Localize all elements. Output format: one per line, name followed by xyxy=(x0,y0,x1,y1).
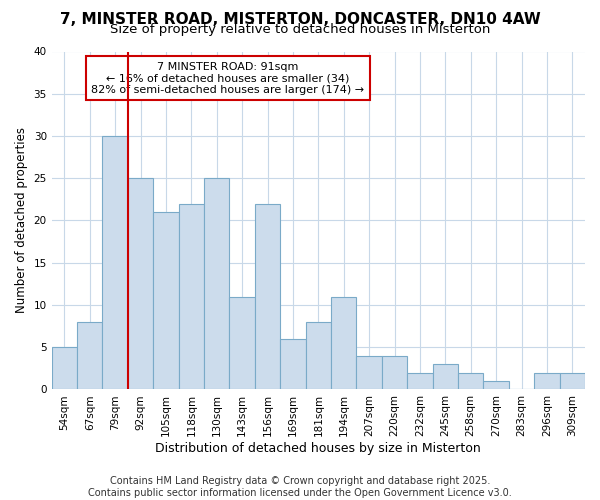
Text: Size of property relative to detached houses in Misterton: Size of property relative to detached ho… xyxy=(110,22,490,36)
Y-axis label: Number of detached properties: Number of detached properties xyxy=(15,128,28,314)
Bar xyxy=(305,322,331,390)
Text: 7, MINSTER ROAD, MISTERTON, DONCASTER, DN10 4AW: 7, MINSTER ROAD, MISTERTON, DONCASTER, D… xyxy=(59,12,541,28)
Bar xyxy=(356,356,382,390)
Text: Contains HM Land Registry data © Crown copyright and database right 2025.
Contai: Contains HM Land Registry data © Crown c… xyxy=(88,476,512,498)
Bar xyxy=(153,212,179,390)
Bar xyxy=(128,178,153,390)
Bar xyxy=(204,178,229,390)
Bar xyxy=(280,339,305,390)
Text: 7 MINSTER ROAD: 91sqm
← 16% of detached houses are smaller (34)
82% of semi-deta: 7 MINSTER ROAD: 91sqm ← 16% of detached … xyxy=(91,62,364,95)
Bar xyxy=(331,296,356,390)
Bar xyxy=(179,204,204,390)
X-axis label: Distribution of detached houses by size in Misterton: Distribution of detached houses by size … xyxy=(155,442,481,455)
Bar xyxy=(534,372,560,390)
Bar xyxy=(255,204,280,390)
Bar xyxy=(407,372,433,390)
Bar xyxy=(458,372,484,390)
Bar xyxy=(229,296,255,390)
Bar xyxy=(433,364,458,390)
Bar xyxy=(103,136,128,390)
Bar xyxy=(77,322,103,390)
Bar xyxy=(484,381,509,390)
Bar xyxy=(52,347,77,390)
Bar xyxy=(560,372,585,390)
Bar xyxy=(382,356,407,390)
